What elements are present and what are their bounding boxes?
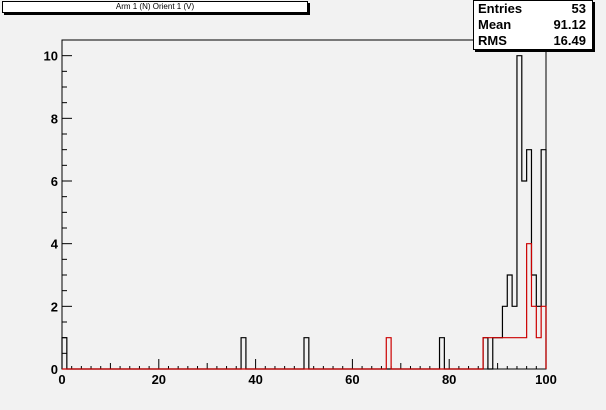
histogram-bin xyxy=(522,338,527,369)
stats-entries-label: Entries xyxy=(478,1,523,16)
stats-mean-label: Mean xyxy=(478,17,512,32)
histogram-bin xyxy=(488,338,493,369)
y-tick-label: 8 xyxy=(51,111,58,126)
x-tick-label: 20 xyxy=(152,372,166,387)
y-tick-label: 4 xyxy=(51,237,59,252)
histogram-bin xyxy=(527,244,532,369)
axis-ticks: 0 20 40 60 80 100 0 2 4 6 8 10 xyxy=(44,49,557,387)
histogram-bin xyxy=(483,338,488,369)
histogram-bin xyxy=(493,338,498,369)
x-tick-label: 100 xyxy=(535,372,557,387)
histogram-bin xyxy=(62,338,67,369)
histogram-bin xyxy=(304,338,309,369)
stats-entries-value: 53 xyxy=(571,1,586,16)
histogram-bin xyxy=(512,338,517,369)
histogram-bin xyxy=(541,306,546,369)
histogram-bin xyxy=(507,338,512,369)
x-tick-label: 60 xyxy=(345,372,359,387)
stats-rms-value: 16.49 xyxy=(553,33,586,48)
histogram-bin xyxy=(517,338,522,369)
histogram-title: Arm 1 (N) Orient 1 (V) xyxy=(2,1,308,13)
histogram-bin xyxy=(502,338,507,369)
stats-box: Entries 53 Mean 91.12 RMS 16.49 xyxy=(473,0,593,50)
histogram-bin xyxy=(440,338,445,369)
y-tick-label: 6 xyxy=(51,174,58,189)
histogram-bin xyxy=(386,338,391,369)
x-tick-label: 40 xyxy=(248,372,262,387)
stats-mean-row: Mean 91.12 xyxy=(478,17,586,33)
stats-mean-value: 91.12 xyxy=(553,17,586,32)
y-tick-label: 10 xyxy=(44,49,58,64)
histogram-series-primary xyxy=(61,55,547,370)
y-tick-label: 2 xyxy=(51,299,58,314)
histogram-bin xyxy=(531,306,536,369)
histogram-bin xyxy=(241,338,246,369)
histogram-series xyxy=(61,55,547,370)
y-tick-label: 0 xyxy=(51,362,58,377)
histogram-series-secondary xyxy=(62,243,547,370)
x-tick-label: 80 xyxy=(442,372,456,387)
stats-entries-row: Entries 53 xyxy=(478,1,586,17)
stats-rms-row: RMS 16.49 xyxy=(478,33,586,49)
stats-rms-label: RMS xyxy=(478,33,507,48)
histogram-bin xyxy=(536,338,541,369)
histogram-bin xyxy=(517,56,522,369)
x-tick-label: 0 xyxy=(58,372,65,387)
histogram-bin xyxy=(498,338,503,369)
plot-frame xyxy=(61,39,547,370)
